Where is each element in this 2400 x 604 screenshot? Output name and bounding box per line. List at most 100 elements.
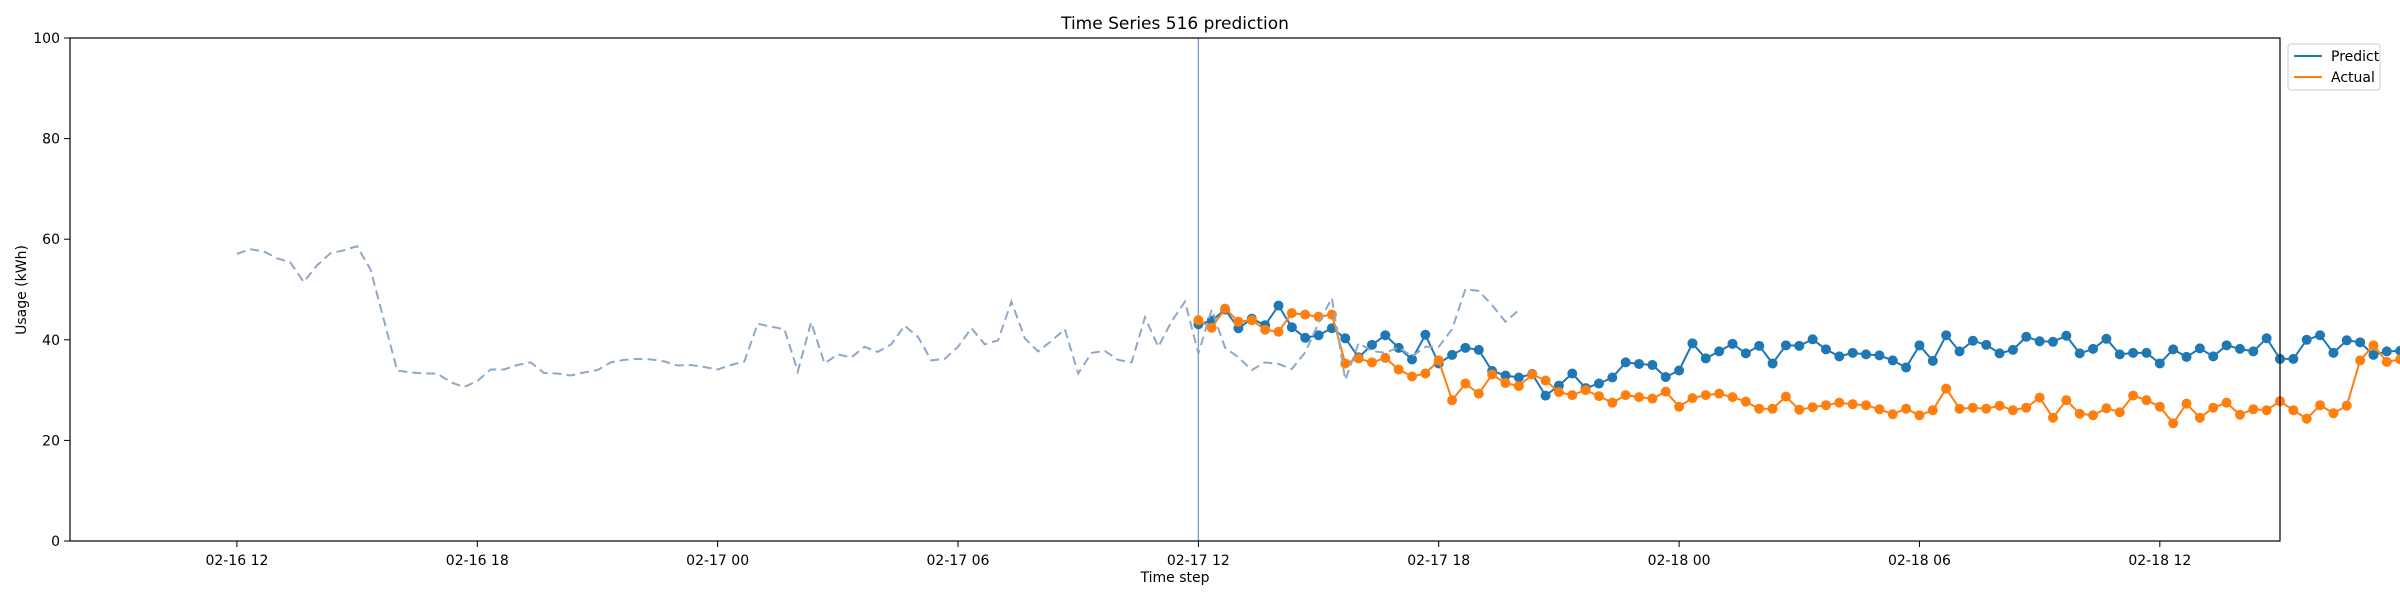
y-tick-label: 100 [33, 31, 60, 47]
x-tick-label: 02-17 06 [927, 553, 990, 569]
actual-point [2047, 412, 2058, 423]
actual-point [1740, 396, 1751, 407]
actual-point [1300, 309, 1311, 320]
actual-point [2168, 418, 2179, 429]
actual-point [1727, 392, 1738, 403]
plot-frame [69, 37, 2281, 542]
predict-point [2248, 346, 2259, 357]
actual-point [1193, 315, 1204, 326]
y-tick-label: 40 [42, 333, 60, 349]
actual-point [2315, 400, 2326, 411]
actual-point [2128, 390, 2139, 401]
actual-point [2288, 405, 2299, 416]
actual-point [1527, 369, 1538, 380]
x-tick-label: 02-17 18 [1407, 553, 1470, 569]
predict-point [2261, 333, 2272, 344]
predict-point [1794, 340, 1805, 351]
actual-point [1580, 385, 1591, 396]
actual-point [1607, 397, 1618, 408]
history-line [236, 245, 1520, 389]
actual-point [1861, 400, 1872, 411]
x-tick-label: 02-16 18 [446, 553, 509, 569]
actual-series [1193, 303, 2400, 429]
actual-point [1794, 404, 1805, 415]
predict-point [1687, 338, 1698, 349]
actual-point [1967, 402, 1978, 413]
actual-point [1874, 404, 1885, 415]
actual-point [1887, 409, 1898, 420]
actual-point [1206, 322, 1217, 333]
x-tick-label: 02-18 00 [1648, 553, 1711, 569]
predict-point [2208, 351, 2219, 362]
actual-point [1353, 353, 1364, 364]
predict-point [2101, 333, 2112, 344]
actual-point [1634, 392, 1645, 403]
predict-point [1380, 330, 1391, 341]
actual-point [2341, 400, 2352, 411]
predict-series [1193, 300, 2400, 401]
actual-point [2101, 403, 2112, 414]
actual-point [2114, 407, 2125, 418]
actual-point [1513, 381, 1524, 392]
actual-point [1714, 388, 1725, 399]
predict-point [1513, 372, 1524, 383]
predict-point [1273, 300, 1284, 311]
predict-point [1674, 365, 1685, 376]
predict-point [1447, 349, 1458, 360]
axes: 0 20 40 60 80 100 02-16 12 02-16 18 02-17 00 02-1… [33, 31, 2191, 569]
actual-point [1246, 315, 1257, 326]
actual-point [1954, 403, 1965, 414]
actual-point [1647, 393, 1658, 404]
predict-point [2341, 335, 2352, 346]
predict-point [1660, 372, 1671, 383]
predict-point [2114, 349, 2125, 360]
actual-point [1233, 316, 1244, 327]
predict-point [1927, 355, 1938, 366]
actual-point [2248, 404, 2259, 415]
actual-point [1366, 357, 1377, 368]
predict-point [2088, 343, 2099, 354]
y-tick-label: 0 [51, 534, 60, 550]
predict-point [1460, 342, 1471, 353]
actual-point [1914, 410, 1925, 421]
predict-point [1407, 354, 1418, 365]
predict-point [1901, 362, 1912, 373]
legend-label-actual: Actual [2331, 70, 2375, 86]
actual-point [1567, 390, 1578, 401]
predict-point [2194, 343, 2205, 354]
actual-point [1393, 364, 1404, 375]
predict-point [1914, 340, 1925, 351]
actual-point [2328, 408, 2339, 419]
predict-point [1300, 332, 1311, 343]
predict-point [1754, 340, 1765, 351]
actual-point [2088, 410, 2099, 421]
predict-point [2168, 344, 2179, 355]
actual-point [1994, 400, 2005, 411]
actual-point [2395, 354, 2400, 365]
predict-point [2061, 330, 2072, 341]
actual-point [2221, 397, 2232, 408]
predict-point [2021, 331, 2032, 342]
actual-point [1487, 369, 1498, 380]
predict-point [2034, 336, 2045, 347]
legend-label-predict: Predict [2331, 49, 2380, 65]
predict-point [2355, 337, 2366, 348]
actual-point [2381, 356, 2392, 367]
predict-point [1286, 322, 1297, 333]
predict-point [1700, 353, 1711, 364]
actual-point [1220, 303, 1231, 314]
actual-point [2355, 355, 2366, 366]
predict-point [1620, 357, 1631, 368]
predict-point [1313, 330, 1324, 341]
y-tick-label: 20 [42, 433, 60, 449]
actual-point [1460, 378, 1471, 389]
actual-point [1420, 368, 1431, 379]
x-axis-label: Time step [1140, 570, 1210, 586]
predict-point [1567, 368, 1578, 379]
actual-point [2301, 413, 2312, 424]
predict-point [1981, 339, 1992, 350]
actual-point [2154, 401, 2165, 412]
predict-point [2047, 336, 2058, 347]
actual-point [2034, 392, 2045, 403]
